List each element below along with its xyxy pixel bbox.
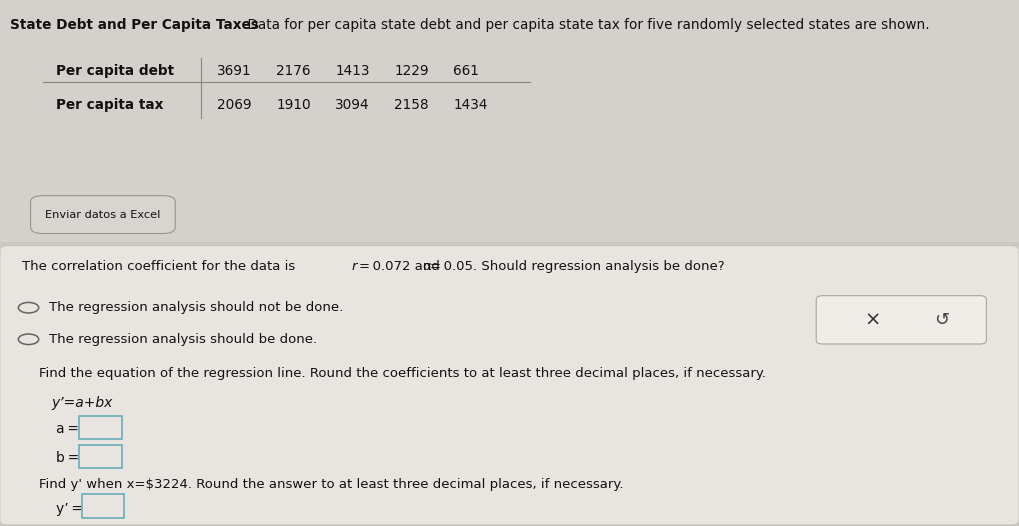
Text: The regression analysis should be done.: The regression analysis should be done. <box>49 333 317 346</box>
FancyBboxPatch shape <box>31 196 175 234</box>
Text: State Debt and Per Capita Taxes: State Debt and Per Capita Taxes <box>10 18 259 33</box>
Text: ↺: ↺ <box>934 311 949 329</box>
Text: α: α <box>422 260 431 274</box>
Text: Find the equation of the regression line. Round the coefficients to at least thr: Find the equation of the regression line… <box>39 367 765 380</box>
FancyBboxPatch shape <box>0 246 1019 525</box>
Text: y’=a+bx: y’=a+bx <box>51 396 112 410</box>
Text: 3094: 3094 <box>335 98 370 112</box>
Text: Find y' when x=$3224. Round the answer to at least three decimal places, if nece: Find y' when x=$3224. Round the answer t… <box>39 478 624 491</box>
Text: = 0.05. Should regression analysis be done?: = 0.05. Should regression analysis be do… <box>430 260 725 274</box>
FancyBboxPatch shape <box>816 296 986 344</box>
Text: The correlation coefficient for the data is: The correlation coefficient for the data… <box>22 260 300 274</box>
Text: 1229: 1229 <box>394 64 429 78</box>
Text: r: r <box>351 260 357 274</box>
Text: = 0.072 and: = 0.072 and <box>359 260 444 274</box>
Text: a =: a = <box>56 422 79 436</box>
Text: 2176: 2176 <box>276 64 311 78</box>
Text: 3691: 3691 <box>217 64 252 78</box>
Text: y’ =: y’ = <box>56 502 83 516</box>
Text: 1910: 1910 <box>276 98 311 112</box>
Text: 1413: 1413 <box>335 64 370 78</box>
Text: Per capita debt: Per capita debt <box>56 64 174 78</box>
Text: 661: 661 <box>453 64 479 78</box>
FancyBboxPatch shape <box>79 416 122 439</box>
Text: Enviar datos a Excel: Enviar datos a Excel <box>45 209 161 220</box>
Text: ×: × <box>864 310 880 329</box>
FancyBboxPatch shape <box>0 0 1019 242</box>
Text: 2158: 2158 <box>394 98 429 112</box>
FancyBboxPatch shape <box>82 494 124 518</box>
Text: Data for per capita state debt and per capita state tax for five randomly select: Data for per capita state debt and per c… <box>243 18 929 33</box>
Text: 2069: 2069 <box>217 98 252 112</box>
FancyBboxPatch shape <box>79 445 122 468</box>
Text: The regression analysis should not be done.: The regression analysis should not be do… <box>49 301 343 314</box>
Text: b =: b = <box>56 451 79 466</box>
Text: 1434: 1434 <box>453 98 488 112</box>
Text: Per capita tax: Per capita tax <box>56 98 163 112</box>
